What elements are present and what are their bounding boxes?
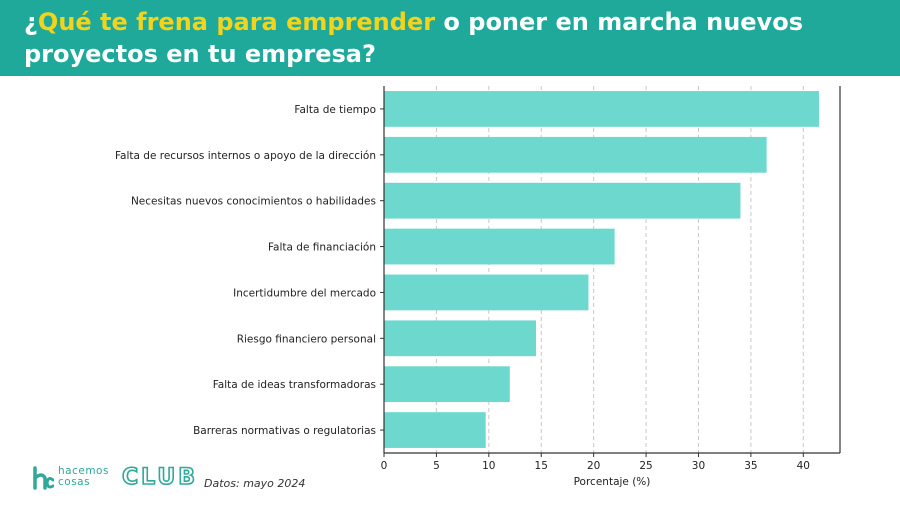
bar <box>384 91 820 127</box>
data-source-note: Datos: mayo 2024 <box>204 477 306 490</box>
logo-club-text: CLUB <box>121 464 199 491</box>
x-tick-label: 20 <box>587 460 600 472</box>
hc-logo-icon <box>33 466 54 490</box>
bar-chart: Falta de tiempo Falta de recursos interno… <box>115 86 841 488</box>
bar <box>384 182 741 219</box>
x-tick-label: 30 <box>692 460 705 472</box>
category-label: Riesgo financiero personal <box>237 333 376 345</box>
x-tick-label: 25 <box>639 460 652 472</box>
category-label: Barreras normativas o regulatorias <box>193 425 376 437</box>
logo-wordmark: hacemos cosas <box>58 466 109 488</box>
category-label: Incertidumbre del mercado <box>233 287 376 299</box>
category-label: Falta de ideas transformadoras <box>213 379 376 391</box>
bar <box>384 228 615 265</box>
header-banner: ¿Qué te frena para emprender o poner en … <box>0 0 900 76</box>
bar <box>384 412 486 448</box>
x-tick-label: 10 <box>482 460 495 472</box>
x-tick-label: 5 <box>433 460 440 472</box>
category-label: Falta de tiempo <box>294 104 376 116</box>
x-tick-label: 35 <box>744 460 757 472</box>
category-label: Necesitas nuevos conocimientos o habilid… <box>131 196 376 208</box>
page-title: ¿Qué te frena para emprender o poner en … <box>24 6 884 70</box>
bar <box>384 136 767 173</box>
logo-word-hacemos: hacemos <box>58 465 109 477</box>
title-question-mark: ¿ <box>24 8 38 36</box>
title-rest: o poner en marcha nuevos proyectos en tu… <box>24 8 803 68</box>
category-label: Falta de recursos internos o apoyo de la… <box>115 150 376 162</box>
category-label: Falta de financiación <box>268 242 376 254</box>
bar <box>384 274 589 311</box>
title-highlight: Qué te frena para emprender <box>37 8 436 36</box>
x-tick-label: 15 <box>535 460 548 472</box>
club-logo: hacemos cosas CLUB <box>32 464 202 492</box>
x-tick-label: 40 <box>797 460 810 472</box>
x-axis-label: Porcentaje (%) <box>574 476 651 488</box>
bar <box>384 366 510 403</box>
logo-word-cosas: cosas <box>58 476 91 488</box>
bar <box>384 320 536 357</box>
x-tick-label: 0 <box>381 460 388 472</box>
